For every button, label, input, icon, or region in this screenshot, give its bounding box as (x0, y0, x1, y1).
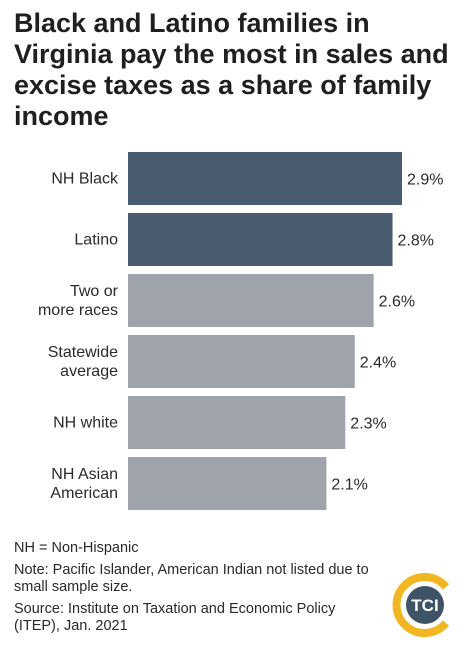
category-label-2: Two or more races (38, 283, 119, 319)
bar-1 (128, 213, 393, 266)
chart-title: Black and Latino families in Virginia pa… (14, 8, 449, 131)
value-label-4: 2.3% (350, 416, 386, 433)
chart-notes: NH = Non-Hispanic Note: Pacific Islander… (14, 540, 384, 640)
logo-circle (406, 586, 444, 624)
category-label-1: Latino (74, 232, 118, 249)
value-label-2: 2.6% (379, 294, 415, 311)
category-label-0: NH Black (51, 171, 119, 188)
bar-chart: NH Black 2.9% Latino 2.8% Two or more races 2.… (38, 152, 443, 510)
bar-5 (128, 457, 327, 510)
bar-2 (128, 274, 374, 327)
value-label-0: 2.9% (407, 172, 443, 189)
sample-note: Note: Pacific Islander, American Indian … (14, 561, 369, 596)
bar-0 (128, 152, 402, 205)
tci-logo: TCI (392, 573, 450, 637)
source-note: Source: Institute on Taxation and Econom… (14, 600, 336, 635)
logo-text: TCI (411, 596, 438, 615)
bar-3 (128, 335, 355, 388)
abbreviation-note: NH = Non-Hispanic (14, 540, 139, 556)
bar-4 (128, 396, 346, 449)
value-label-5: 2.1% (331, 477, 367, 494)
category-label-4: NH white (53, 415, 118, 432)
value-label-3: 2.4% (360, 355, 396, 372)
value-label-1: 2.8% (398, 233, 434, 250)
category-label-5: NH Asian American (50, 466, 118, 502)
category-label-3: Statewide average (48, 344, 118, 380)
logo-ring-icon (392, 573, 450, 637)
